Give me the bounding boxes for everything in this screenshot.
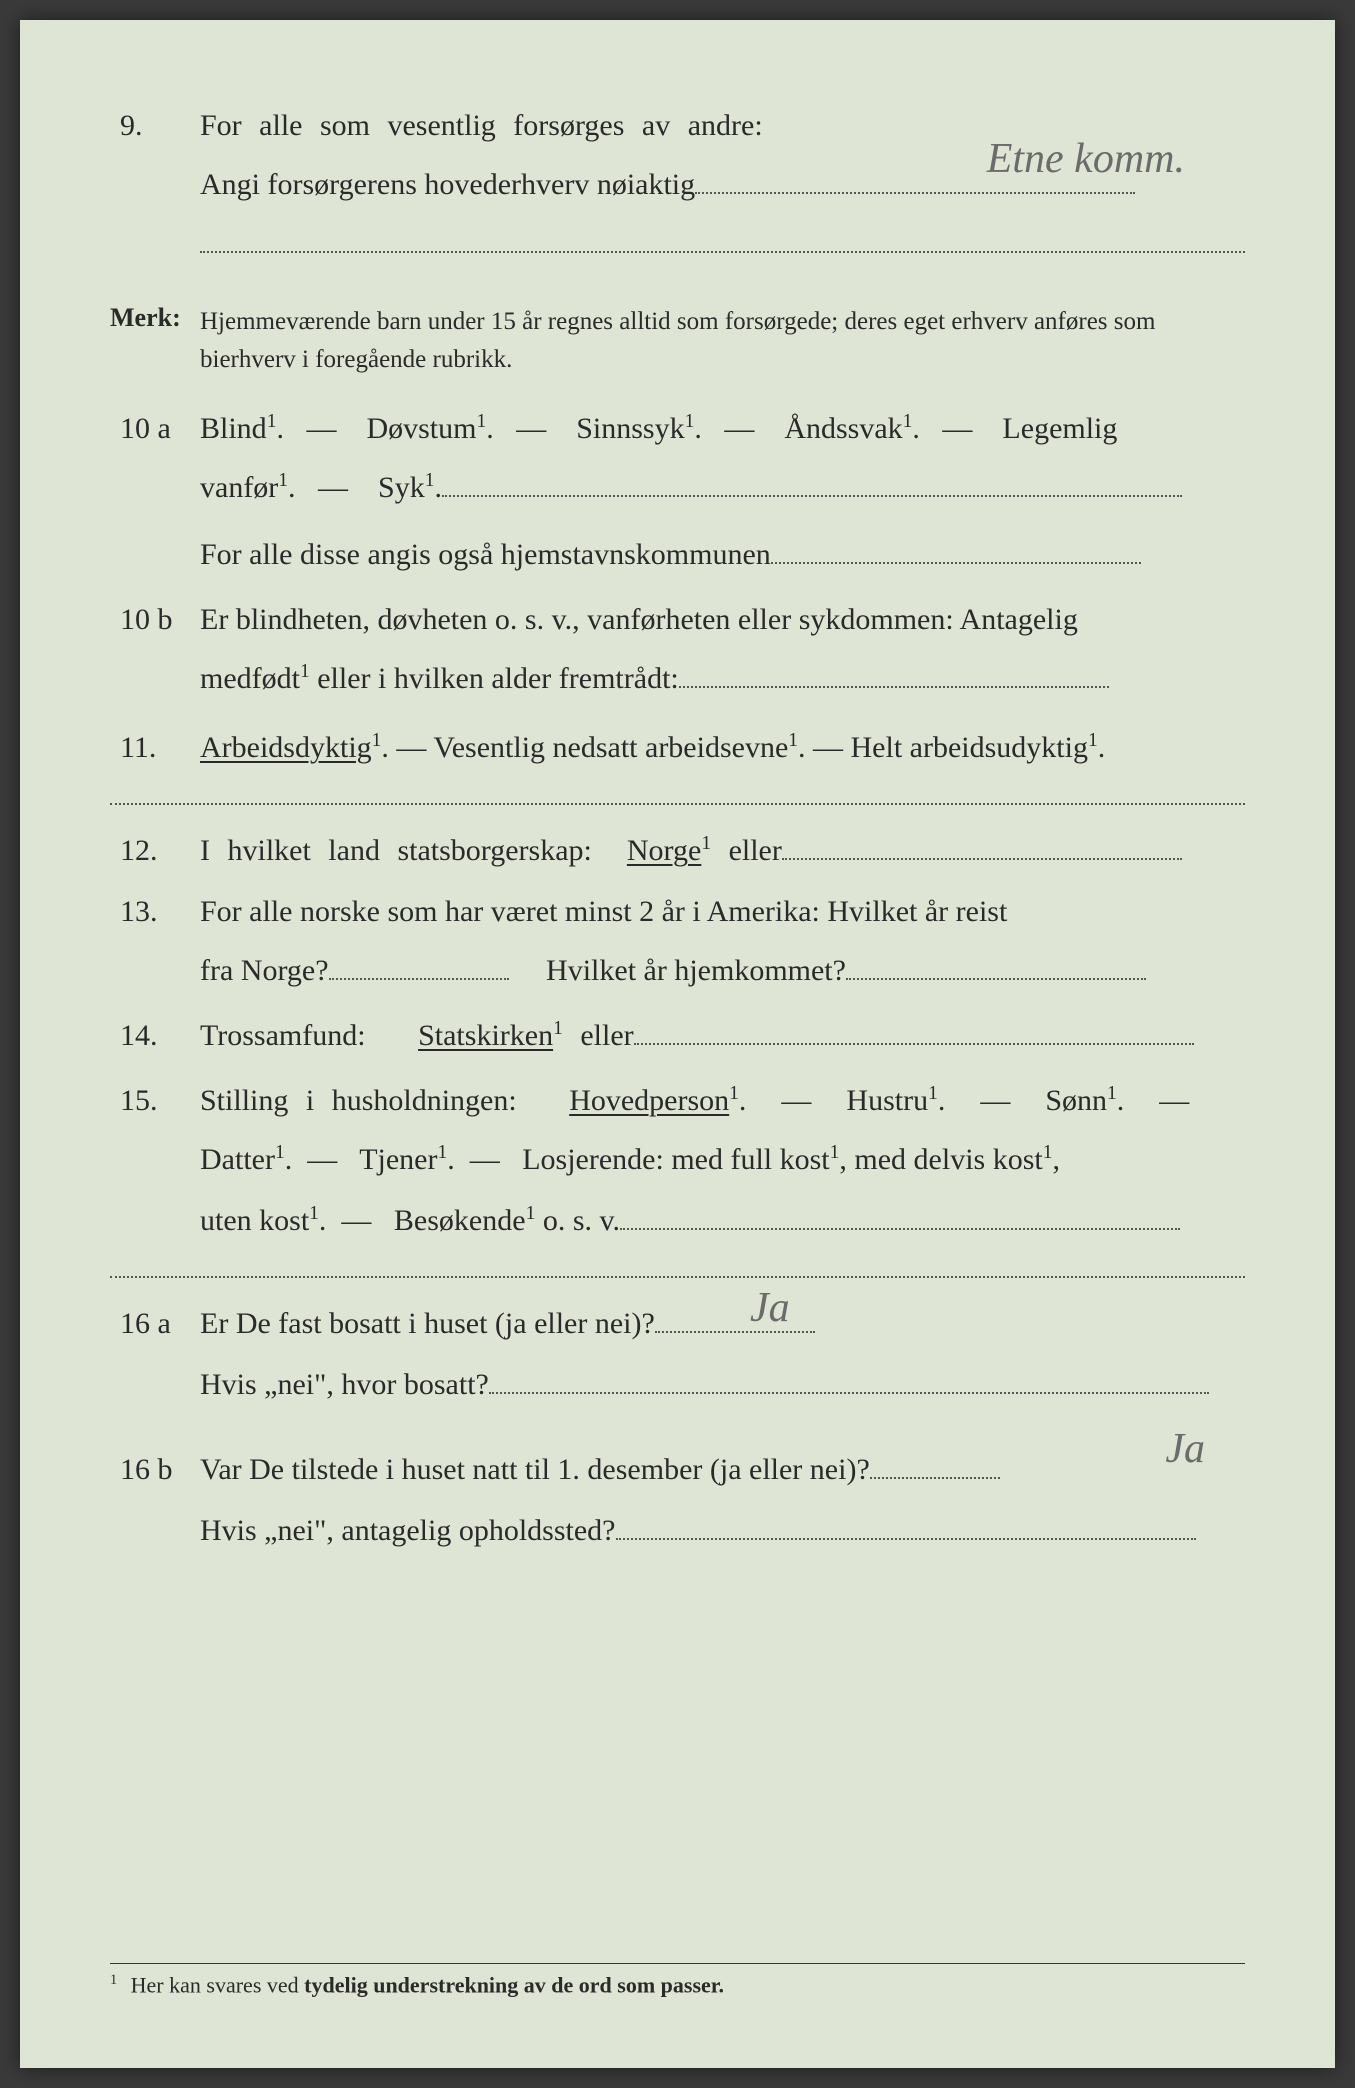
- q16a-handwritten: Ja: [750, 1273, 790, 1344]
- q10a-syk: Syk: [378, 471, 425, 504]
- q11-opt1: Arbeidsdyktig: [200, 731, 372, 764]
- document-page: 9. For alle som vesentlig forsørges av a…: [20, 20, 1335, 2068]
- q14-opt: Statskirken: [418, 1019, 553, 1052]
- q15-row2: Datter1. — Tjener1. — Losjerende: med fu…: [200, 1134, 1245, 1185]
- q16a-row2: Hvis „nei", hvor bosatt?: [200, 1359, 1245, 1410]
- q12-number: 12.: [110, 825, 200, 876]
- q11-number: 11.: [110, 722, 200, 773]
- divider: [110, 803, 1245, 805]
- q15-row3: uten kost1. — Besøkende1 o. s. v.: [200, 1195, 1245, 1246]
- q12-row: 12. I hvilket land statsborgerskap: Norg…: [110, 825, 1245, 876]
- q15-fill: [620, 1228, 1180, 1230]
- merk-label: Merk:: [110, 303, 200, 378]
- q16a-number: 16 a: [110, 1298, 200, 1349]
- q12-text: I hvilket land statsborgerskap:: [200, 834, 592, 867]
- q15-losj: Losjerende: med full kost: [522, 1143, 829, 1176]
- q16b-line1: Var De tilstede i huset natt til 1. dese…: [200, 1453, 870, 1486]
- merk-note: Merk: Hjemmeværende barn under 15 år reg…: [110, 303, 1245, 378]
- q10b-row2: medfødt1 eller i hvilken alder fremtrådt…: [200, 653, 1245, 704]
- q9-handwritten: Etne komm.: [987, 124, 1185, 195]
- q14-fill: [634, 1043, 1194, 1045]
- q13-fill1: [329, 978, 509, 980]
- q13-line2b: Hvilket år hjemkommet?: [546, 954, 846, 987]
- q11-row: 11. Arbeidsdyktig1. — Vesentlig nedsatt …: [110, 722, 1245, 773]
- q12-opt: Norge: [627, 834, 701, 867]
- q14-eller: eller: [580, 1019, 633, 1052]
- q16b-number: 16 b: [110, 1444, 200, 1495]
- q15-text: Stilling i husholdningen:: [200, 1084, 517, 1117]
- q15-number: 15.: [110, 1075, 200, 1126]
- q11-opt3: Helt arbeidsudyktig: [851, 731, 1088, 764]
- q15-osv: o. s. v.: [543, 1204, 620, 1237]
- q9-line2-label: Angi forsørgerens hovederhverv nøiaktig: [200, 168, 695, 201]
- q10b-fill: [679, 686, 1109, 688]
- q9-fill-line: [200, 251, 1245, 253]
- q10a-row3: For alle disse angis også hjemstavnskomm…: [200, 529, 1245, 580]
- q10a-opt2: Døvstum: [366, 412, 476, 445]
- divider-2: [110, 1276, 1245, 1278]
- q15-opt3: Sønn: [1045, 1084, 1107, 1117]
- q10b-medfodt: medfødt: [200, 662, 300, 695]
- q10a-row1: 10 a Blind1. — Døvstum1. — Sinnssyk1. — …: [110, 403, 1245, 454]
- q14-row: 14. Trossamfund: Statskirken1 eller: [110, 1010, 1245, 1061]
- q12-eller: eller: [729, 834, 782, 867]
- q10a-opt3: Sinnssyk: [576, 412, 684, 445]
- q13-line2a: fra Norge?: [200, 954, 329, 987]
- q16b-line2: Hvis „nei", antagelig opholdssted?: [200, 1514, 616, 1547]
- q10a-opt5: Legemlig: [1002, 412, 1117, 445]
- q15-uten: uten kost: [200, 1204, 309, 1237]
- q16a-line2: Hvis „nei", hvor bosatt?: [200, 1368, 489, 1401]
- q10a-fill2: [771, 562, 1141, 564]
- q10b-line1: Er blindheten, døvheten o. s. v., vanfør…: [200, 594, 1245, 645]
- q16b-row1: 16 b Var De tilstede i huset natt til 1.…: [110, 1444, 1245, 1495]
- q16a-fill2: [489, 1392, 1209, 1394]
- q13-row1: 13. For alle norske som har været minst …: [110, 886, 1245, 937]
- q10a-opt4: Åndssvak: [784, 412, 902, 445]
- q9-row2: Angi forsørgerens hovederhverv nøiaktig …: [110, 159, 1245, 210]
- q15-opt2: Hustru: [846, 1084, 928, 1117]
- q10b-row1: 10 b Er blindheten, døvheten o. s. v., v…: [110, 594, 1245, 645]
- q14-number: 14.: [110, 1010, 200, 1061]
- q15-delvis: med delvis kost: [854, 1143, 1042, 1176]
- q16b-fill1: [870, 1477, 1000, 1479]
- q16a-row1: 16 a Er De fast bosatt i huset (ja eller…: [110, 1298, 1245, 1349]
- q16a-fill1: [655, 1331, 815, 1333]
- q16b-fill2: [616, 1538, 1196, 1540]
- q15-tjener: Tjener: [359, 1143, 437, 1176]
- q15-besok: Besøkende: [394, 1204, 526, 1237]
- q15-datter: Datter: [200, 1143, 275, 1176]
- q15-row1: 15. Stilling i husholdningen: Hovedperso…: [110, 1075, 1245, 1126]
- q10a-fill1: [442, 495, 1182, 497]
- q10b-number: 10 b: [110, 594, 200, 645]
- q10a-opt1: Blind: [200, 412, 267, 445]
- q16b-row2: Hvis „nei", antagelig opholdssted?: [200, 1505, 1245, 1556]
- q12-fill: [782, 858, 1182, 860]
- q13-row2: fra Norge? Hvilket år hjemkommet?: [200, 945, 1245, 996]
- q9-number: 9.: [110, 100, 200, 151]
- q13-number: 13.: [110, 886, 200, 937]
- q10a-line3: For alle disse angis også hjemstavnskomm…: [200, 538, 771, 571]
- q15-opt1: Hovedperson: [569, 1084, 729, 1117]
- q13-fill2: [846, 978, 1146, 980]
- q10a-number: 10 a: [110, 403, 200, 454]
- q10a-row2: vanfør1. — Syk1.: [200, 462, 1245, 513]
- q10b-line2b: eller i hvilken alder fremtrådt:: [317, 662, 679, 695]
- q11-opt2: Vesentlig nedsatt arbeidsevne: [433, 731, 788, 764]
- q14-text: Trossamfund:: [200, 1019, 366, 1052]
- q10a-vanfor: vanfør: [200, 471, 278, 504]
- footnote-num: 1: [110, 1972, 117, 1988]
- footnote: 1 Her kan svares ved tydelig understrekn…: [110, 1963, 1245, 1998]
- q16a-line1: Er De fast bosatt i huset (ja eller nei)…: [200, 1307, 655, 1340]
- footnote-text-a: Her kan svares ved: [131, 1972, 305, 1997]
- q16b-handwritten: Ja: [1165, 1414, 1205, 1485]
- merk-text: Hjemmeværende barn under 15 år regnes al…: [200, 303, 1245, 378]
- footnote-text-b: tydelig understrekning av de ord som pas…: [304, 1972, 724, 1997]
- q13-line1: For alle norske som har været minst 2 år…: [200, 886, 1245, 937]
